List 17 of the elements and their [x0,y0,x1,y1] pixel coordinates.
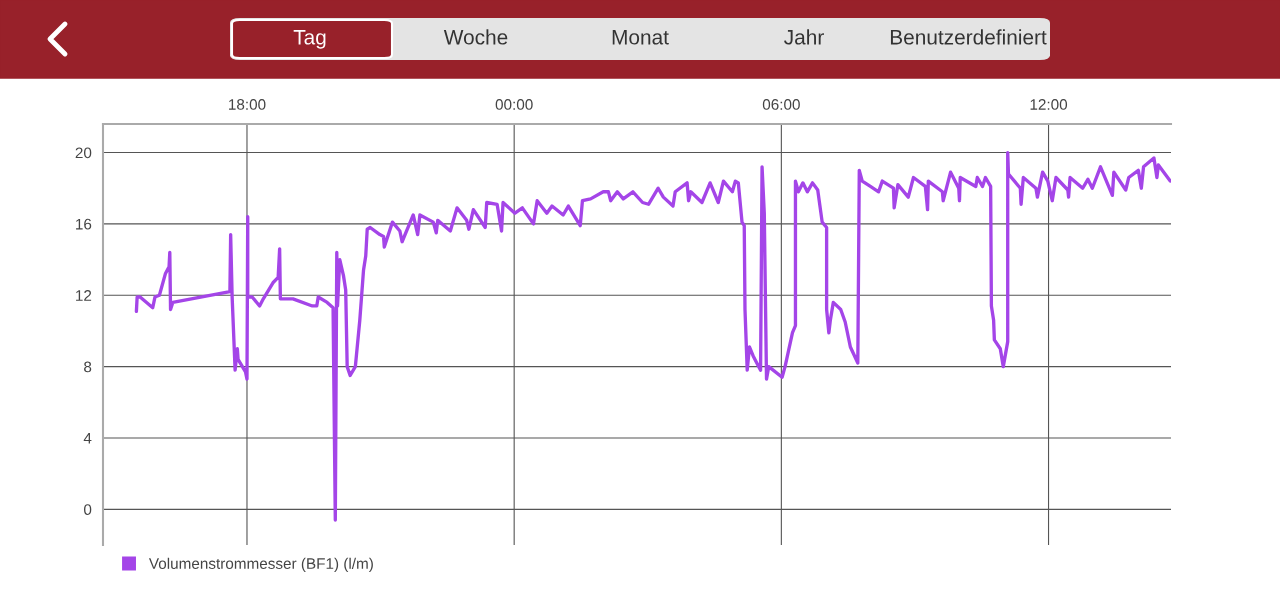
x-tick-label: 18:00 [229,99,266,110]
text: Woche [443,29,508,45]
x-tick-label: 06:00 [762,99,800,110]
line-series [134,150,1171,522]
y-tick-label: 20 [75,147,92,159]
y-tick-label: 0 [83,504,92,516]
y-tick-label: 12 [76,290,92,301]
y-tick-label: 16 [76,218,92,230]
y-tick-label: 8 [84,361,92,373]
x-tick-label: 12:00 [1030,99,1068,110]
text: Monat [612,30,669,45]
text: Benutzerdefiniert [890,29,1047,45]
text: Tag [293,30,326,49]
legend-label: Volumenstrommesser (BF1) (l/m) [148,557,373,572]
text: Jahr [784,29,824,45]
x-tick-label: 00:00 [495,99,533,110]
y-tick-label: 4 [83,432,92,444]
